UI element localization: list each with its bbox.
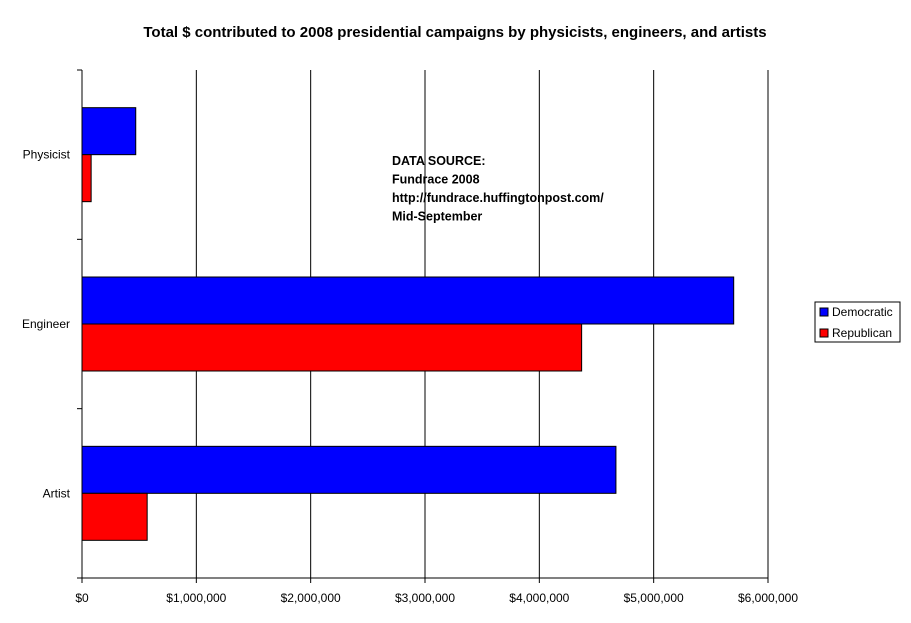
category-label-physicist: Physicist xyxy=(23,148,71,162)
legend-box xyxy=(814,301,901,343)
bar-republican-artist xyxy=(81,492,148,541)
x-tick-label-4: $4,000,000 xyxy=(509,591,569,605)
bar-republican-physicist xyxy=(81,154,92,203)
note-line-1: Fundrace 2008 xyxy=(392,173,480,187)
x-tick-label-3: $3,000,000 xyxy=(395,591,455,605)
x-tick-label-2: $2,000,000 xyxy=(281,591,341,605)
axes: Physicist Engineer Artist $0 $1,000,000 $2,00… xyxy=(22,69,798,605)
legend-label-republican: Republican xyxy=(832,326,892,340)
legend-swatch-democratic xyxy=(819,307,829,317)
note-line-0: DATA SOURCE: xyxy=(392,154,486,168)
legend: Democratic Republican xyxy=(814,301,901,343)
legend-swatch-republican xyxy=(819,328,829,338)
x-tick-label-1: $1,000,000 xyxy=(166,591,226,605)
note-line-3: Mid-September xyxy=(392,210,482,224)
bar-republican-engineer xyxy=(81,323,583,372)
bar-democratic-engineer xyxy=(81,276,735,325)
bar-democratic-physicist xyxy=(81,107,137,156)
legend-label-democratic: Democratic xyxy=(832,305,893,319)
x-tick-label-6: $6,000,000 xyxy=(738,591,798,605)
x-tick-label-0: $0 xyxy=(75,591,89,605)
data-source-note: DATA SOURCE: Fundrace 2008 http://fundrace… xyxy=(392,154,604,224)
bar-democratic-artist xyxy=(81,445,617,494)
bars xyxy=(81,107,735,541)
chart-title: Total $ contributed to 2008 presidential… xyxy=(143,24,766,41)
category-label-artist: Artist xyxy=(43,486,71,500)
category-label-engineer: Engineer xyxy=(22,317,70,331)
note-line-2: http://fundrace.huffingtonpost.com/ xyxy=(392,191,604,205)
x-tick-label-5: $5,000,000 xyxy=(624,591,684,605)
